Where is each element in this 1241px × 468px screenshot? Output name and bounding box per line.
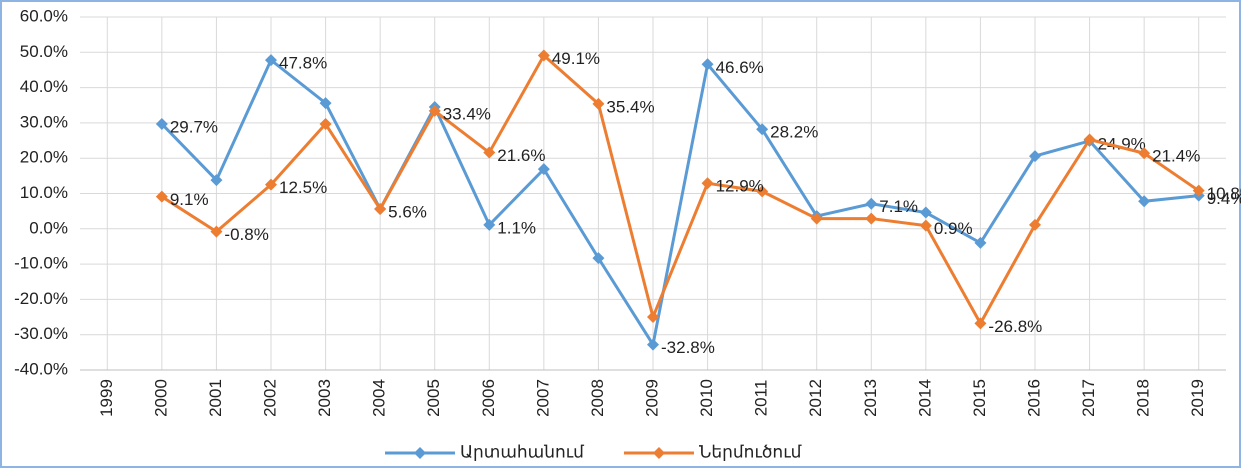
data-label: 49.1%	[552, 49, 600, 68]
point-marker	[483, 218, 496, 231]
x-tick-label: 2013	[861, 379, 880, 417]
point-marker	[1138, 147, 1151, 160]
legend-marker	[414, 447, 426, 459]
point-marker	[974, 317, 987, 330]
point-marker	[1029, 150, 1041, 163]
point-marker	[155, 190, 168, 203]
x-tick-label: 2010	[697, 379, 716, 417]
data-label: 47.8%	[279, 54, 327, 73]
point-marker	[210, 225, 223, 238]
point-marker	[919, 206, 932, 219]
x-tick-label: 2018	[1134, 379, 1153, 417]
point-marker	[592, 252, 605, 265]
point-marker	[701, 58, 714, 71]
x-tick-label: 2016	[1024, 379, 1043, 417]
data-label: 5.6%	[388, 203, 427, 222]
x-tick-label: 2000	[151, 379, 170, 417]
point-marker	[919, 219, 932, 232]
data-label: 7.1%	[879, 197, 918, 216]
point-marker	[810, 212, 823, 225]
data-label: 0.9%	[934, 219, 973, 238]
y-tick-label: 40.0%	[20, 77, 68, 96]
data-label: 9.4%	[1207, 189, 1241, 208]
y-tick-label: 10.0%	[20, 183, 68, 202]
data-label: 1.1%	[497, 218, 536, 237]
series-line	[160, 57, 1199, 349]
series-line	[161, 53, 1200, 327]
data-label: 12.9%	[716, 177, 764, 196]
point-marker	[265, 54, 277, 67]
data-label: 21.6%	[497, 146, 545, 165]
point-marker	[865, 197, 878, 210]
x-tick-label: 2004	[370, 379, 389, 417]
point-marker	[701, 177, 714, 190]
y-tick-label: 30.0%	[20, 112, 68, 131]
y-tick-label: 50.0%	[20, 42, 68, 61]
point-marker	[1192, 184, 1205, 197]
x-tick-label: 2009	[642, 379, 661, 417]
y-tick-label: -10.0%	[14, 254, 68, 273]
point-marker	[1138, 195, 1151, 208]
x-tick-label: 2019	[1188, 379, 1207, 417]
x-tick-label: 2002	[260, 379, 279, 417]
data-label: 12.5%	[279, 178, 327, 197]
data-label: 35.4%	[606, 97, 654, 116]
x-tick-label: 2017	[1079, 379, 1098, 417]
point-marker	[319, 117, 332, 130]
data-label: -32.8%	[661, 338, 715, 357]
data-label: 28.2%	[770, 123, 818, 142]
y-tick-label: 20.0%	[20, 148, 68, 167]
point-marker	[974, 236, 987, 249]
x-tick-label: 2014	[915, 379, 934, 417]
point-marker	[1029, 218, 1041, 231]
x-tick-label: 2005	[424, 379, 443, 417]
data-label: 10.8%	[1207, 184, 1241, 203]
point-marker	[210, 174, 223, 187]
data-label: 33.4%	[443, 104, 491, 123]
point-marker	[647, 338, 659, 351]
data-label: -26.8%	[988, 317, 1042, 336]
point-marker	[865, 212, 878, 225]
y-tick-label: -30.0%	[14, 324, 68, 343]
point-marker	[155, 117, 168, 130]
data-label: 9.1%	[170, 190, 209, 209]
point-marker	[756, 123, 769, 136]
point-marker	[1083, 133, 1096, 146]
y-tick-label: 60.0%	[20, 6, 68, 25]
point-marker	[537, 49, 550, 62]
x-tick-label: 2001	[206, 379, 225, 417]
legend-marker	[652, 447, 665, 459]
point-marker	[428, 104, 441, 117]
point-marker	[592, 97, 605, 110]
point-marker	[647, 311, 659, 324]
x-tick-label: 2011	[752, 380, 771, 417]
data-label: 24.9%	[1098, 134, 1146, 153]
data-label: 29.7%	[170, 117, 218, 136]
x-tick-label: 2015	[970, 379, 989, 417]
x-tick-label: 2006	[479, 379, 498, 417]
point-marker	[319, 97, 332, 110]
y-tick-label: -40.0%	[14, 359, 68, 378]
legend-label: Արտահանում	[460, 442, 584, 461]
point-marker	[756, 185, 769, 198]
y-tick-label: 0.0%	[29, 218, 68, 237]
x-tick-label: 2003	[315, 379, 334, 417]
point-marker	[483, 146, 496, 159]
point-marker	[537, 163, 550, 176]
data-label: 46.6%	[716, 58, 764, 77]
x-tick-label: 2007	[533, 379, 552, 417]
x-tick-label: 1999	[97, 379, 116, 417]
x-tick-label: 2008	[588, 379, 607, 417]
x-tick-label: 2012	[806, 379, 825, 417]
legend-label: Ներմուծում	[699, 442, 802, 461]
data-label: -0.8%	[224, 225, 268, 244]
point-marker	[374, 203, 387, 216]
y-tick-label: -20.0%	[14, 289, 68, 308]
point-marker	[265, 178, 277, 191]
data-label: 21.4%	[1152, 147, 1200, 166]
